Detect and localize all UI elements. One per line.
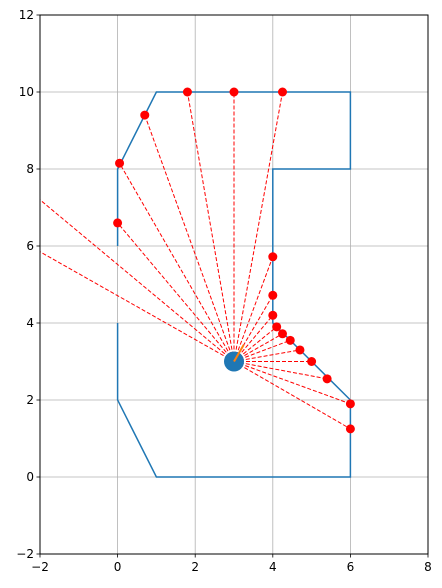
ray-line [233, 361, 351, 430]
hit-point [140, 110, 150, 120]
y-tick-label: 2 [26, 393, 34, 407]
x-tick-label: 6 [347, 560, 355, 574]
wall-outline [116, 91, 352, 478]
wall-polyline [116, 91, 352, 478]
ray-line [119, 162, 235, 362]
y-tick-label: 10 [19, 85, 34, 99]
hit-point [345, 399, 355, 409]
hit-point [268, 290, 278, 300]
ray-lines [40, 91, 351, 430]
axes-frame [39, 14, 429, 555]
hit-point [272, 322, 282, 332]
ray-line [233, 361, 328, 380]
hit-point [113, 218, 123, 228]
ray-line [186, 91, 235, 362]
robot-marker [224, 344, 245, 372]
ray-line [233, 361, 351, 405]
hit-point [345, 424, 355, 434]
hit-point [115, 158, 125, 168]
hit-point [278, 329, 287, 339]
y-tick-label: −2 [16, 547, 34, 561]
x-tick-label: 2 [191, 560, 199, 574]
robot-heading [233, 344, 245, 363]
hit-point [322, 374, 332, 384]
plot-area [40, 87, 355, 478]
ray-line [40, 199, 235, 362]
hit-point [182, 87, 192, 97]
y-tick-label: 12 [19, 8, 34, 22]
x-tick-label: 4 [269, 560, 277, 574]
x-tick-label: 0 [114, 560, 122, 574]
ray-line [233, 349, 301, 362]
ray-line [40, 251, 235, 362]
y-tick-label: 0 [26, 470, 34, 484]
ray-line [233, 314, 274, 362]
ray-line [144, 114, 235, 362]
y-axis-ticks: −2 0 2 4 6 8 10 12 [16, 8, 40, 561]
hit-point [307, 357, 317, 366]
x-tick-label: −2 [31, 560, 49, 574]
y-tick-label: 6 [26, 239, 34, 253]
hit-point [268, 252, 278, 262]
x-tick-label: 8 [424, 560, 432, 574]
ray-line [233, 256, 274, 362]
hit-point [285, 335, 295, 345]
ray-line [233, 339, 291, 362]
hit-point [268, 310, 278, 320]
hit-point [295, 345, 305, 355]
hit-point [229, 87, 239, 97]
y-tick-label: 4 [26, 316, 34, 330]
ray-line [233, 91, 283, 362]
x-axis-ticks: −2 0 2 4 6 8 [31, 554, 432, 574]
hit-points [113, 87, 355, 434]
hit-point [278, 87, 287, 97]
y-tick-label: 8 [26, 162, 34, 176]
ray-line [117, 222, 235, 362]
